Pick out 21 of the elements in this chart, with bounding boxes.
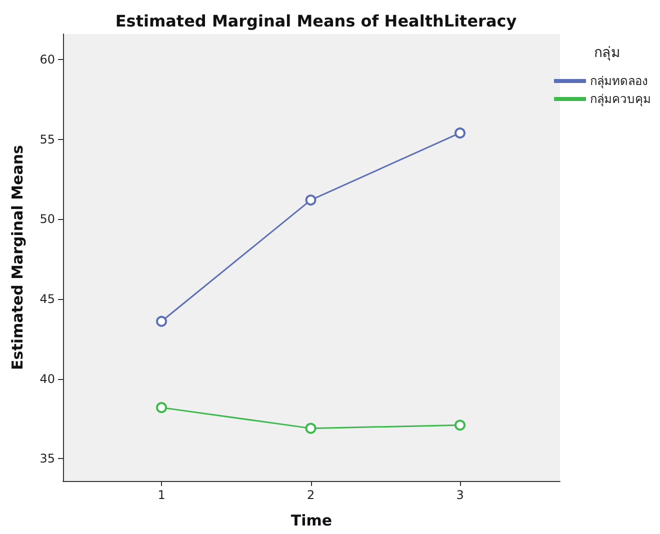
x-tick-label: 1 [158, 488, 166, 502]
point [454, 420, 466, 431]
y-tick-label: 60 [40, 52, 55, 67]
x-axis-title: Time [290, 512, 332, 530]
y-tick-label: 45 [40, 292, 55, 306]
y-tick-label: 40 [40, 372, 55, 386]
point [305, 194, 316, 206]
chart-title: Estimated Marginal Means of HealthLiteracy [115, 12, 518, 30]
point [156, 316, 168, 327]
x-tick-label: 2 [306, 488, 315, 502]
y-tick-label: 50 [40, 212, 55, 226]
x-tick-label: 3 [456, 488, 464, 502]
y-axis-title: Estimated Marginal Means [8, 145, 26, 370]
point [305, 422, 316, 434]
point [454, 127, 466, 138]
legend-label: กลุ่มควบคุม [590, 92, 651, 107]
y-tick-label: 35 [40, 452, 55, 466]
legend-label: กลุ่มทดลอง [590, 74, 648, 89]
y-tick-label: 55 [40, 132, 55, 146]
legend-title: กลุ่ม [594, 45, 620, 61]
point [156, 402, 168, 414]
